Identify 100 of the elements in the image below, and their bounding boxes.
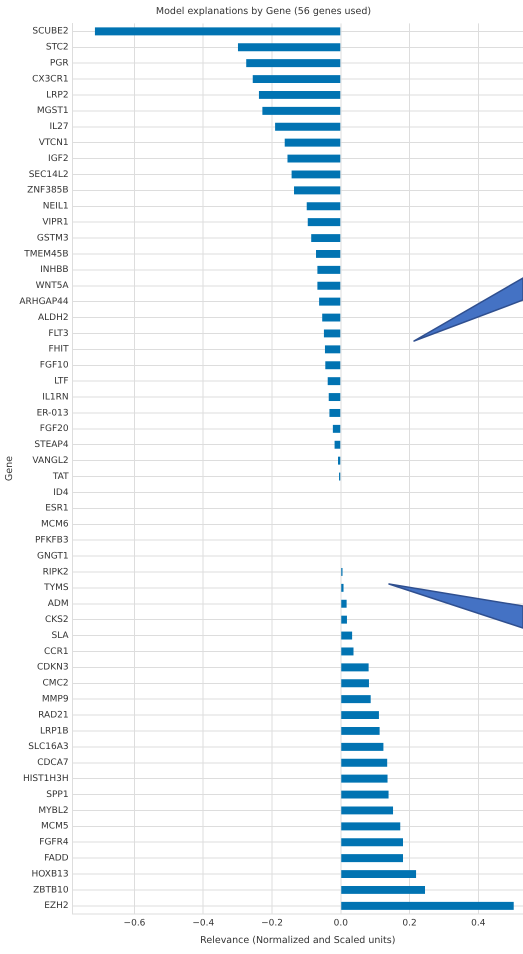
bar (324, 329, 340, 338)
y-tick-label: FGFR4 (39, 838, 69, 848)
y-tick-label: LRP1B (40, 726, 69, 736)
bar (262, 106, 340, 115)
bar (328, 393, 340, 402)
y-tick-label: MYBL2 (38, 806, 69, 816)
y-tick-label: ZBTB10 (33, 885, 69, 896)
bar (294, 186, 340, 194)
bar (94, 27, 340, 36)
bar (252, 75, 340, 84)
y-tick-label: MCM5 (41, 822, 69, 832)
bar (341, 838, 404, 846)
bar (341, 679, 369, 688)
y-tick-label: ALDH2 (38, 312, 69, 323)
x-tick-label: 0.2 (402, 918, 417, 929)
y-tick-label: STEAP4 (34, 440, 69, 450)
y-tick-label: CDCA7 (37, 758, 69, 768)
y-tick-label: TAT (52, 472, 70, 482)
bar (341, 902, 514, 910)
bar (275, 122, 340, 131)
y-tick-label: FADD (44, 853, 69, 864)
bar (341, 790, 389, 799)
y-tick-label: SEC14L2 (28, 170, 69, 180)
bar (325, 361, 340, 370)
bar (334, 440, 340, 449)
x-axis-title: Relevance (Normalized and Scaled units) (200, 934, 396, 946)
x-tick-label: −0.4 (192, 918, 214, 929)
y-tick-label: NEIL1 (42, 202, 69, 212)
y-tick-label: ESR1 (45, 504, 69, 514)
y-tick-label: FLT3 (48, 328, 69, 339)
bar (329, 408, 340, 417)
bar (341, 695, 371, 704)
y-tick-label: VTCN1 (38, 138, 69, 148)
bar (308, 218, 340, 226)
x-tick-label: 0.0 (334, 918, 348, 929)
y-tick-label: LTF (54, 376, 69, 386)
y-tick-label: CCR1 (44, 646, 69, 657)
y-tick-label: FGF10 (40, 360, 69, 371)
y-tick-label: HOXB13 (32, 869, 69, 880)
y-tick-label: PGR (50, 58, 69, 68)
bar (328, 377, 340, 386)
y-tick-label: TYMS (43, 583, 69, 594)
y-tick-label: ZNF385B (27, 186, 69, 196)
y-tick-label: TMEM45B (23, 249, 69, 260)
x-tick-label: −0.2 (261, 918, 283, 929)
y-tick-label: IL27 (49, 122, 69, 132)
bar (317, 282, 340, 290)
x-tick-label: 0.4 (471, 918, 486, 929)
y-tick-label: MCM6 (41, 520, 69, 530)
y-tick-label: GNGT1 (36, 551, 69, 562)
chart-title: Model explanations by Gene (56 genes used) (156, 6, 372, 18)
y-tick-label: MMP9 (42, 694, 69, 704)
bar (341, 870, 416, 878)
x-tick-label: −0.6 (124, 918, 146, 929)
bar (341, 711, 379, 720)
bar (341, 758, 388, 767)
bar (341, 726, 380, 735)
y-tick-label: SCUBE2 (32, 26, 69, 37)
y-tick-label: SLC16A3 (28, 742, 69, 752)
y-tick-label: VIPR1 (42, 217, 69, 228)
y-tick-label: ARHGAP44 (19, 296, 69, 307)
bar (238, 43, 340, 52)
bar (341, 822, 400, 830)
y-tick-label: CX3CR1 (32, 74, 69, 84)
y-tick-label: VANGL2 (32, 456, 69, 466)
bar (341, 742, 384, 751)
bar (284, 138, 340, 147)
y-axis-title: Gene (4, 456, 16, 482)
bar (317, 266, 340, 274)
y-tick-label: CMC2 (42, 678, 69, 689)
bar (324, 345, 340, 354)
y-tick-label: FGF20 (40, 424, 69, 434)
y-tick-label: SLA (51, 630, 70, 641)
y-tick-label: ID4 (53, 488, 69, 498)
bar (341, 632, 352, 640)
bar (332, 424, 340, 433)
y-tick-label: STC2 (46, 42, 69, 53)
bar (292, 170, 340, 178)
bar (341, 774, 388, 783)
y-tick-label: INHBB (40, 265, 69, 276)
bar (322, 314, 340, 322)
y-tick-label: SPP1 (46, 790, 69, 800)
y-tick-label: CDKN3 (37, 662, 69, 673)
y-tick-label: ADM (48, 599, 69, 610)
y-tick-label: ER-013 (36, 408, 69, 418)
bar (319, 298, 340, 306)
bar (287, 154, 340, 163)
y-tick-label: RAD21 (38, 710, 69, 720)
bar (341, 806, 394, 814)
bar (258, 90, 340, 99)
y-tick-label: GSTM3 (36, 233, 69, 244)
bar (341, 647, 354, 656)
bar (316, 250, 340, 258)
y-tick-label: CKS2 (44, 614, 69, 625)
y-tick-label: RIPK2 (42, 567, 69, 578)
y-tick-label: PFKFB3 (34, 535, 69, 546)
y-tick-label: IL1RN (42, 392, 69, 402)
bar (306, 202, 340, 210)
bar (246, 59, 340, 68)
y-tick-label: LRP2 (46, 90, 69, 100)
